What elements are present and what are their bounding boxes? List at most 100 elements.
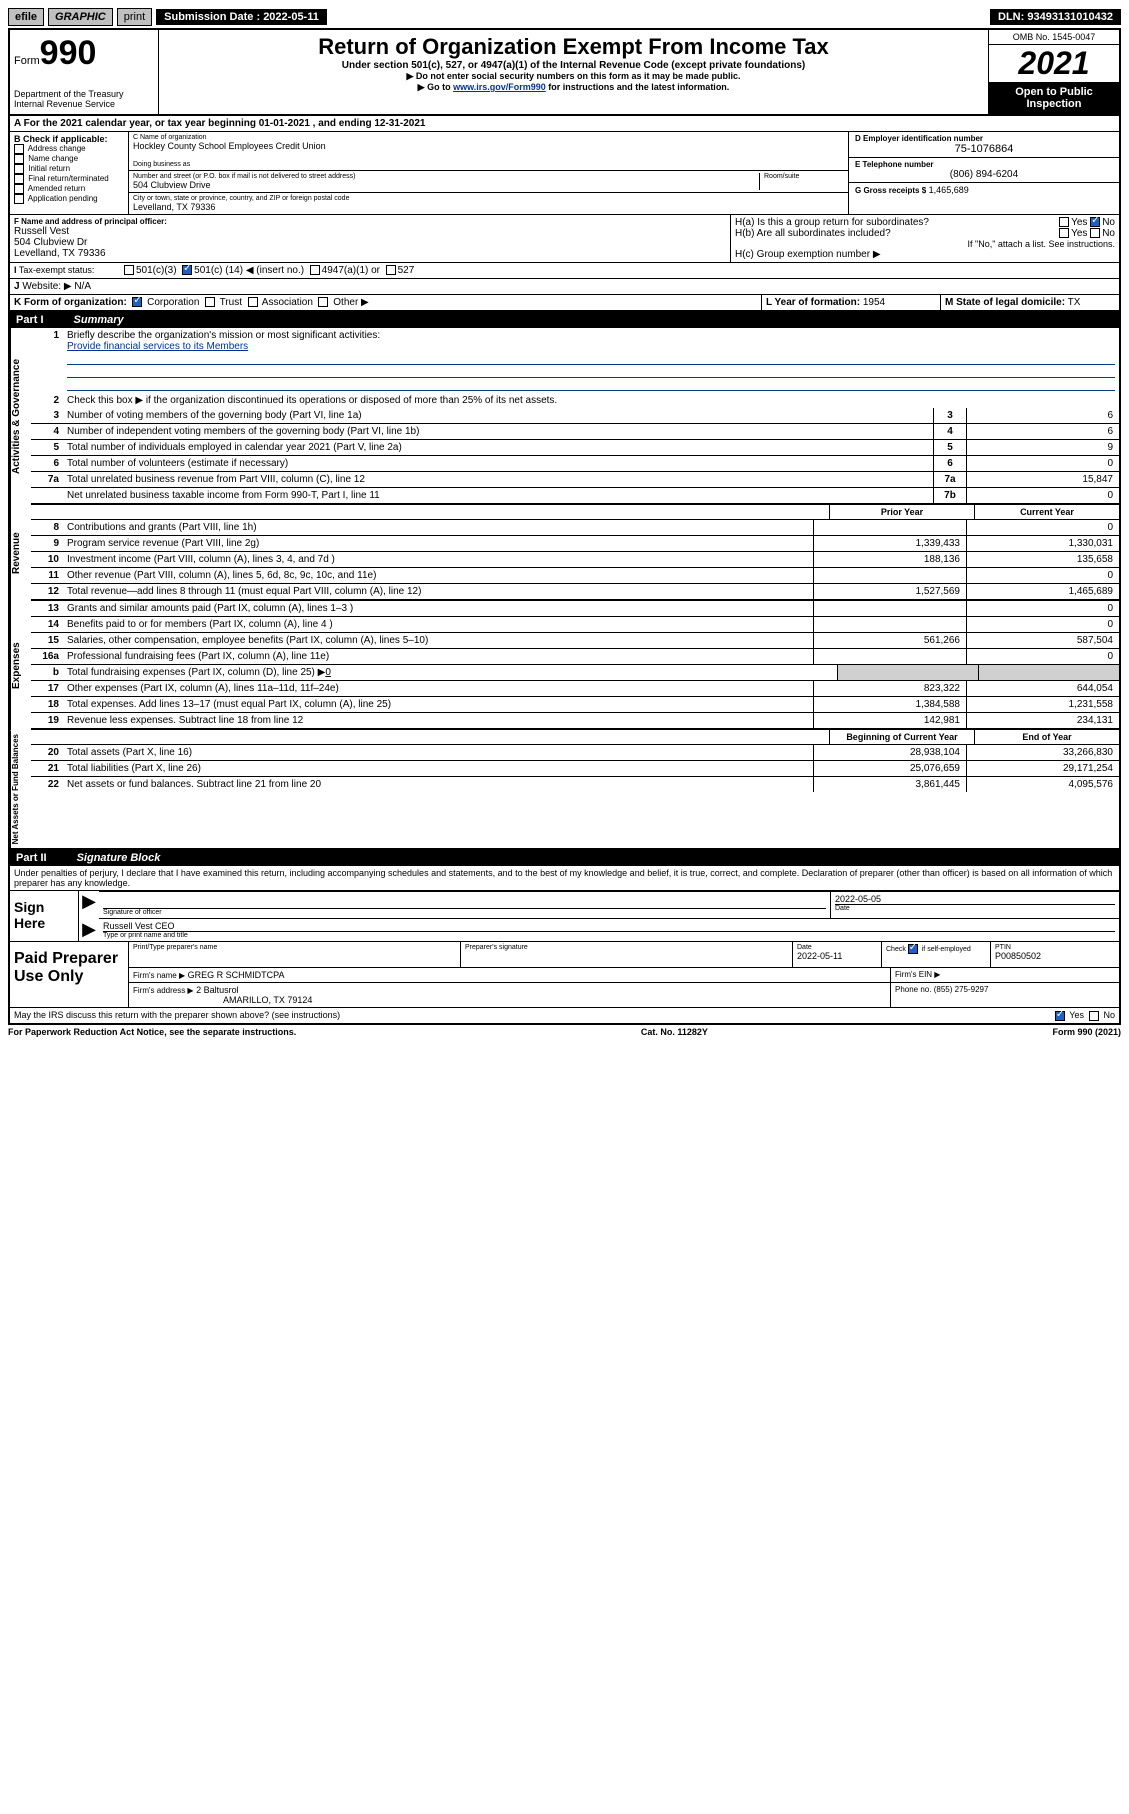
lbl-501c: 501(c) (	[194, 265, 228, 276]
ha-no[interactable]	[1090, 217, 1100, 227]
form-org-label: K Form of organization:	[14, 297, 127, 308]
box-c: C Name of organization Hockley County Sc…	[129, 132, 848, 214]
irs-no-label: No	[1103, 1010, 1115, 1020]
cb-527[interactable]	[386, 265, 396, 275]
lbl-527: 527	[398, 265, 415, 276]
hb-no[interactable]	[1090, 228, 1100, 238]
line12-label: Total revenue—add lines 8 through 11 (mu…	[63, 584, 813, 599]
checkbox-final-return[interactable]	[14, 174, 24, 184]
label-amended: Amended return	[28, 184, 85, 193]
label-initial-return: Initial return	[28, 164, 70, 173]
hb-note: If "No," attach a list. See instructions…	[735, 239, 1115, 249]
year-formation: 1954	[863, 297, 885, 308]
cb-other[interactable]	[318, 297, 328, 307]
firm-addr2: AMARILLO, TX 79124	[133, 995, 886, 1005]
checkbox-name-change[interactable]	[14, 154, 24, 164]
hb-yes[interactable]	[1059, 228, 1069, 238]
submission-date: Submission Date : 2022-05-11	[156, 9, 327, 25]
sidebar-governance: Activities & Governance	[10, 328, 31, 505]
line3-value: 6	[966, 408, 1119, 423]
type-name-label: Type or print name and title	[103, 931, 1115, 939]
line22-prior: 3,861,445	[813, 777, 966, 792]
penalty-text: Under penalties of perjury, I declare th…	[10, 866, 1119, 891]
checkbox-app-pending[interactable]	[14, 194, 24, 204]
ha-yes[interactable]	[1059, 217, 1069, 227]
graphic-button[interactable]: GRAPHIC	[48, 8, 113, 26]
cb-501c[interactable]	[182, 265, 192, 275]
efile-button[interactable]: efile	[8, 8, 44, 26]
ein-value: 75-1076864	[855, 143, 1113, 155]
line7b-value: 0	[966, 488, 1119, 503]
paid-preparer-label: Paid Preparer Use Only	[10, 942, 129, 1007]
line15-prior: 561,266	[813, 633, 966, 648]
prep-sig-label: Preparer's signature	[465, 944, 788, 951]
yes-label: Yes	[1071, 217, 1087, 228]
label-address-change: Address change	[28, 144, 86, 153]
irs-yes-label: Yes	[1069, 1010, 1084, 1020]
website-label: Website: ▶	[22, 281, 71, 292]
prep-name-label: Print/Type preparer's name	[133, 944, 456, 951]
line16a-prior	[813, 649, 966, 664]
checkbox-address-change[interactable]	[14, 144, 24, 154]
officer-addr2: Levelland, TX 79336	[14, 248, 726, 259]
firm-name-label: Firm's name ▶	[133, 971, 185, 980]
line10-label: Investment income (Part VIII, column (A)…	[63, 552, 813, 567]
line19-curr: 234,131	[966, 713, 1119, 728]
no-label: No	[1102, 217, 1115, 228]
line9-prior: 1,339,433	[813, 536, 966, 551]
line16b-value: 0	[325, 667, 331, 678]
line18-prior: 1,384,588	[813, 697, 966, 712]
line15-curr: 587,504	[966, 633, 1119, 648]
part1-header: Part I Summary	[8, 312, 1121, 328]
signature-block: Under penalties of perjury, I declare th…	[8, 866, 1121, 1025]
note-goto: ▶ Go to www.irs.gov/Form990 for instruct…	[167, 82, 980, 93]
line6-value: 0	[966, 456, 1119, 471]
line16a-label: Professional fundraising fees (Part IX, …	[63, 649, 813, 664]
section-b-g: B Check if applicable: Address change Na…	[8, 132, 1121, 215]
cb-corp[interactable]	[132, 297, 142, 307]
governance-section: Activities & Governance 1 Briefly descri…	[8, 328, 1121, 505]
501c-end: ) ◀ (insert no.)	[240, 265, 304, 276]
checkbox-initial-return[interactable]	[14, 164, 24, 174]
lbl-other: Other ▶	[333, 297, 368, 308]
cb-trust[interactable]	[205, 297, 215, 307]
cb-4947[interactable]	[310, 265, 320, 275]
irs-link[interactable]: www.irs.gov/Form990	[453, 82, 546, 92]
part1-label: Part I	[16, 314, 44, 326]
cb-irs-no[interactable]	[1089, 1011, 1099, 1021]
firm-phone-value: (855) 275-9297	[934, 985, 989, 994]
line7a-label: Total unrelated business revenue from Pa…	[63, 472, 933, 487]
mission-text[interactable]: Provide financial services to its Member…	[67, 341, 248, 352]
dept-treasury: Department of the Treasury	[14, 89, 154, 99]
begin-year-header: Beginning of Current Year	[829, 730, 974, 744]
firm-name-value: GREG R SCHMIDTCPA	[188, 970, 285, 980]
cb-501c3[interactable]	[124, 265, 134, 275]
lbl-corp: Corporation	[147, 297, 199, 308]
line18-label: Total expenses. Add lines 13–17 (must eq…	[63, 697, 813, 712]
cb-self-employed[interactable]	[908, 944, 918, 954]
line13-curr: 0	[966, 601, 1119, 616]
line12-prior: 1,527,569	[813, 584, 966, 599]
line7a-value: 15,847	[966, 472, 1119, 487]
ha-label: H(a) Is this a group return for subordin…	[735, 217, 929, 228]
period-text-b: , and ending	[310, 118, 374, 129]
print-button[interactable]: print	[117, 8, 152, 26]
cb-assoc[interactable]	[248, 297, 258, 307]
part2-label: Part II	[16, 852, 47, 864]
dba-label: Doing business as	[133, 161, 844, 168]
part1-title: Summary	[74, 314, 124, 326]
line21-label: Total liabilities (Part X, line 26)	[63, 761, 813, 776]
line6-label: Total number of volunteers (estimate if …	[63, 456, 933, 471]
cb-irs-yes[interactable]	[1055, 1011, 1065, 1021]
footer-center: Cat. No. 11282Y	[641, 1027, 708, 1037]
dln-label: DLN:	[998, 11, 1024, 23]
revenue-section: Revenue Prior YearCurrent Year 8Contribu…	[8, 505, 1121, 601]
hb-label: H(b) Are all subordinates included?	[735, 228, 891, 239]
phone-label: E Telephone number	[855, 160, 1113, 169]
officer-addr1: 504 Clubview Dr	[14, 237, 726, 248]
line19-label: Revenue less expenses. Subtract line 18 …	[63, 713, 813, 728]
checkbox-amended[interactable]	[14, 184, 24, 194]
line13-label: Grants and similar amounts paid (Part IX…	[63, 601, 813, 616]
end-year-header: End of Year	[974, 730, 1119, 744]
period-end: 12-31-2021	[374, 118, 425, 129]
